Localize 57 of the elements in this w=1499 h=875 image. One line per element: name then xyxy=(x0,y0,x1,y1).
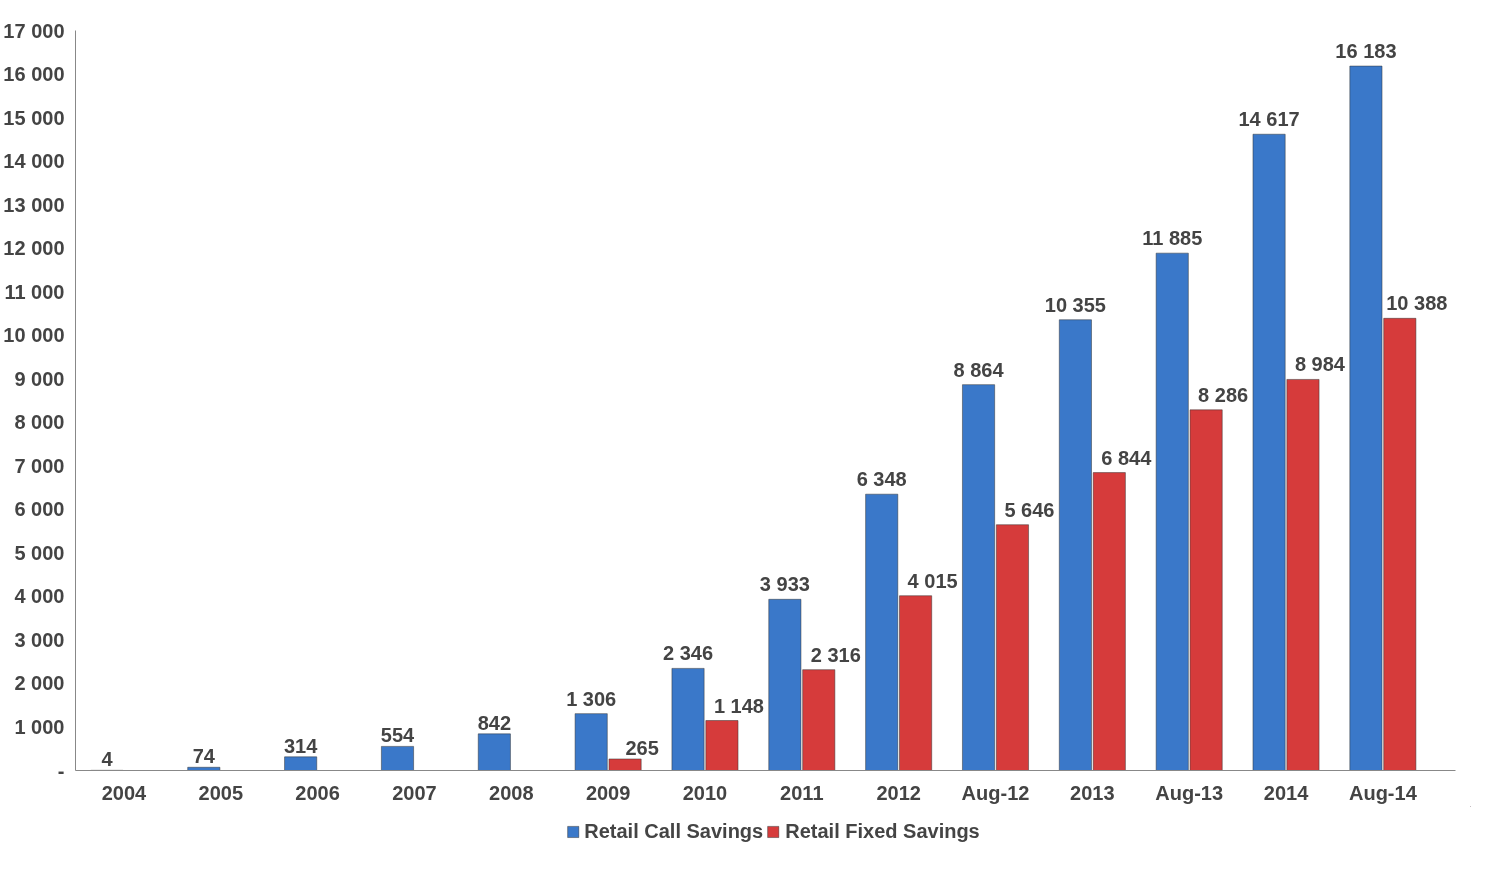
x-tick-label: 2010 xyxy=(682,781,728,804)
y-tick-label: 3 000 xyxy=(14,628,65,651)
data-label: 554 xyxy=(380,724,416,747)
data-label: 1 306 xyxy=(566,687,617,710)
data-label: 11 885 xyxy=(1142,227,1203,250)
y-tick-label: 13 000 xyxy=(3,193,65,216)
y-tick-label: 11 000 xyxy=(4,280,65,303)
x-tick-label: 2006 xyxy=(295,781,340,804)
x-tick-label: Aug-13 xyxy=(1155,781,1224,804)
y-tick-label: 7 000 xyxy=(14,454,65,477)
data-label: 10 355 xyxy=(1044,293,1106,316)
y-tick-label: 8 000 xyxy=(14,411,65,434)
legend-label: Retail Call Savings xyxy=(584,819,764,843)
y-tick-label: - xyxy=(57,759,65,782)
x-tick-label: 2011 xyxy=(780,781,824,804)
y-tick-label: 5 000 xyxy=(14,541,65,564)
data-label: 4 xyxy=(101,748,114,771)
y-tick-label: 16 000 xyxy=(3,63,65,86)
x-tick-label: 2013 xyxy=(1070,781,1115,804)
data-label: 74 xyxy=(192,745,216,768)
y-tick-label: 9 000 xyxy=(14,367,65,390)
y-tick-label: 1 000 xyxy=(14,715,65,738)
x-tick-label: 2007 xyxy=(392,781,437,804)
y-tick-label: 4 000 xyxy=(14,585,65,608)
x-tick-label: 2008 xyxy=(489,781,534,804)
data-label: 265 xyxy=(625,736,659,759)
data-label: 842 xyxy=(477,711,512,734)
data-label: 3 933 xyxy=(759,573,810,596)
data-label: 5 646 xyxy=(1004,498,1055,521)
y-tick-label: 14 000 xyxy=(3,150,65,173)
y-tick-label: 10 000 xyxy=(3,324,65,347)
data-label: 16 183 xyxy=(1335,40,1397,63)
x-tick-label: 2005 xyxy=(198,781,244,804)
data-label: 8 286 xyxy=(1198,383,1249,406)
data-label: 6 348 xyxy=(856,468,907,491)
x-tick-label: 2012 xyxy=(876,781,921,804)
x-tick-label: 2004 xyxy=(101,781,148,804)
legend-label: Retail Fixed Savings xyxy=(785,819,980,843)
data-label: 2 316 xyxy=(810,643,861,666)
data-label: 14 617 xyxy=(1238,108,1300,131)
y-tick-label: 2 000 xyxy=(14,672,65,695)
y-tick-label: 12 000 xyxy=(3,237,65,260)
x-tick-label: 2014 xyxy=(1263,781,1310,804)
data-label: 8 864 xyxy=(953,358,1005,381)
y-tick-label: 15 000 xyxy=(3,106,65,129)
data-label: 6 844 xyxy=(1101,446,1153,469)
data-label: 314 xyxy=(283,734,319,757)
y-tick-label: 17 000 xyxy=(3,19,65,42)
y-tick-label: 6 000 xyxy=(14,498,65,521)
data-label: 4 015 xyxy=(907,569,958,592)
x-tick-label: Aug-12 xyxy=(961,781,1030,804)
data-label: 1 148 xyxy=(713,694,764,717)
x-tick-label: 2009 xyxy=(585,781,631,804)
x-tick-label: Aug-14 xyxy=(1348,781,1418,804)
data-label: 8 984 xyxy=(1294,353,1346,376)
data-label: 10 388 xyxy=(1386,292,1448,315)
data-label: 2 346 xyxy=(663,642,714,665)
